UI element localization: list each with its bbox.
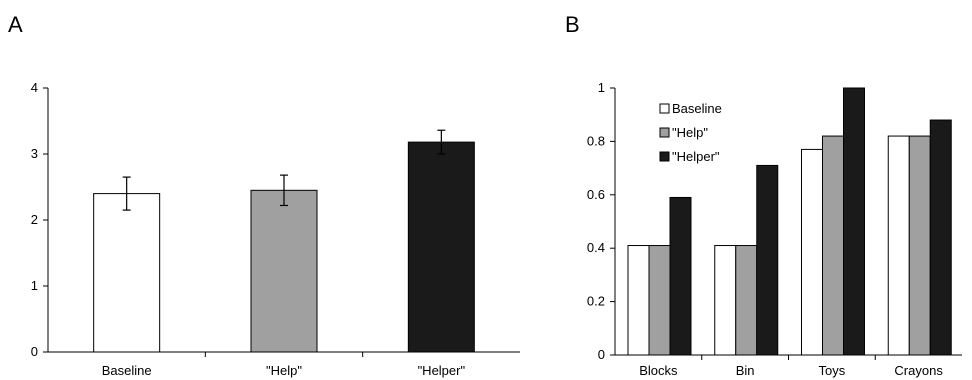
- chart-b-x-tick-label: Bin: [736, 363, 755, 378]
- chart-a-y-tick-label: 1: [31, 278, 38, 293]
- chart-b-x-tick-label: Toys: [819, 363, 846, 378]
- chart-b-y-tick-label: 1: [598, 80, 605, 95]
- chart-b-y-tick-label: 0.4: [587, 240, 605, 255]
- chart-b-bar: [735, 245, 758, 356]
- chart-b-y-tick-label: 0.2: [587, 294, 605, 309]
- chart-a-y-tick-label: 2: [31, 212, 38, 227]
- chart-a-bar: [93, 193, 161, 353]
- chart-b-bar: [801, 148, 823, 356]
- chart-a-y-tick-label: 4: [31, 80, 38, 95]
- chart-a-y-tick-label: 0: [31, 344, 38, 359]
- chart-b-x-tick-label: Blocks: [639, 363, 678, 378]
- chart-b-bar: [648, 245, 671, 356]
- chart-b-bar: [627, 245, 650, 356]
- chart-a-x-tick-label: Baseline: [102, 363, 152, 378]
- chart-b: 0 0.2 0.4 0.6 0.8 1 Blocks Bin Toys Crayons Baseli…: [587, 80, 962, 378]
- chart-a-bar: [407, 141, 475, 353]
- chart-a-bar: [250, 189, 318, 353]
- chart-b-bar: [669, 196, 692, 356]
- chart-a-x-tick-label: "Helper": [418, 363, 466, 378]
- panel-a-label: A: [8, 12, 23, 37]
- chart-b-x-tick-label: Crayons: [894, 363, 943, 378]
- chart-b-y-tick-label: 0.8: [587, 133, 605, 148]
- chart-b-bar: [929, 119, 952, 356]
- chart-b-bar: [756, 164, 779, 356]
- chart-b-legend-swatch: [659, 127, 670, 138]
- chart-b-bar: [822, 135, 844, 356]
- chart-b-legend-swatch: [659, 103, 670, 114]
- chart-b-bar: [908, 135, 931, 356]
- chart-b-bar: [714, 245, 737, 356]
- chart-b-y-tick-label: 0: [598, 347, 605, 362]
- chart-a-y-tick-label: 3: [31, 146, 38, 161]
- chart-b-legend-label: Baseline: [672, 101, 722, 116]
- chart-b-legend-swatch: [659, 151, 670, 162]
- chart-a: 0 1 2 3 4 Baseline "Help" "Helper": [31, 80, 520, 378]
- chart-b-legend-label: "Help": [672, 125, 708, 140]
- chart-a-x-tick-label: "Help": [266, 363, 302, 378]
- chart-b-y-tick-label: 0.6: [587, 187, 605, 202]
- chart-b-bar: [843, 87, 865, 356]
- chart-b-bar: [887, 135, 910, 356]
- panel-b-label: B: [565, 12, 580, 37]
- chart-b-legend-label: "Helper": [672, 149, 720, 164]
